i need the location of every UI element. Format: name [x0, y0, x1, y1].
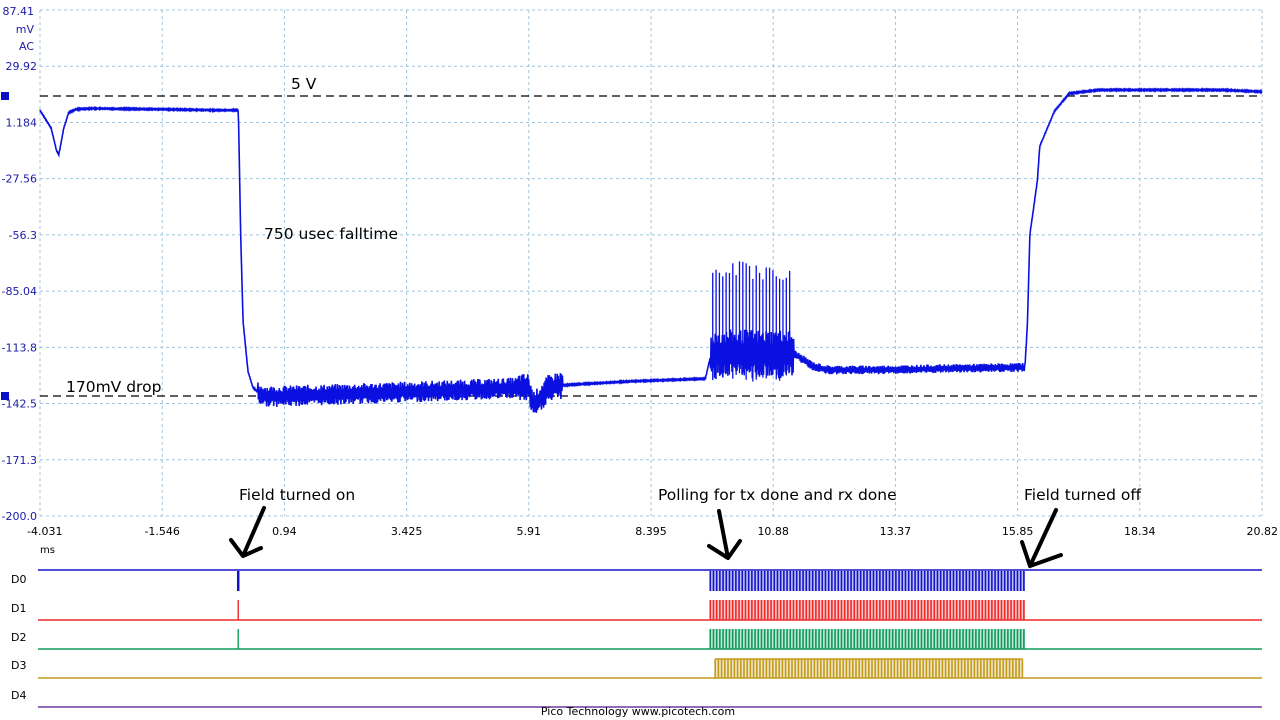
- y-tick-label: -171.3: [2, 454, 37, 467]
- digital-channels: D0 D1 D2 D3 D4: [11, 569, 1262, 708]
- annotation-field-on: Field turned on: [239, 486, 355, 504]
- annotation-polling: Polling for tx done and rx done: [658, 486, 897, 504]
- y-tick-label: 1.184: [6, 116, 38, 129]
- y-header-unit: mV: [16, 23, 35, 36]
- arrow-polling-icon: [707, 509, 742, 560]
- annotation-drop: 170mV drop: [66, 378, 161, 396]
- annotation-5v: 5 V: [291, 75, 317, 93]
- x-tick-label: 15.85: [1002, 525, 1034, 538]
- digital-channel-label: D3: [11, 659, 26, 672]
- arrow-field-on-icon: [229, 506, 266, 558]
- y-tick-label: 29.92: [6, 60, 38, 73]
- y-tick-label: -113.8: [2, 341, 37, 354]
- footer-credit: Pico Technology www.picotech.com: [541, 705, 735, 718]
- x-tick-label: 0.94: [272, 525, 297, 538]
- y-axis-ticks: 29.92 1.184 -27.56 -56.3 -85.04 -113.8 -142.5 -…: [2, 60, 37, 523]
- x-tick-label: 10.88: [757, 525, 789, 538]
- digital-channel-label: D0: [11, 573, 26, 586]
- x-tick-label: 18.34: [1124, 525, 1156, 538]
- channel-marker-trigger[interactable]: [1, 392, 9, 400]
- x-tick-label: -4.031: [27, 525, 62, 538]
- analog-grid: [39, 9, 1263, 517]
- y-tick-label: -142.5: [2, 398, 37, 411]
- y-header-max: 87.41: [3, 5, 35, 18]
- y-header-coupling: AC: [19, 40, 34, 53]
- x-axis-ticks: -4.031 -1.546 0.94 3.425 5.91 8.395 10.88 13.37…: [27, 525, 1278, 538]
- annotation-falltime: 750 usec falltime: [264, 225, 398, 243]
- arrow-field-off-icon: [1020, 508, 1063, 568]
- channel-marker-offset[interactable]: [1, 92, 9, 100]
- y-tick-label: -56.3: [9, 229, 37, 242]
- x-tick-label: 13.37: [880, 525, 912, 538]
- x-axis-unit: ms: [40, 545, 55, 556]
- y-tick-label: -200.0: [2, 510, 37, 523]
- analog-waveform: [39, 87, 1263, 413]
- annotation-field-off: Field turned off: [1024, 486, 1141, 504]
- y-tick-label: -85.04: [2, 285, 37, 298]
- digital-channel-label: D4: [11, 689, 26, 702]
- x-tick-label: -1.546: [144, 525, 179, 538]
- x-tick-label: 20.82: [1247, 525, 1279, 538]
- x-tick-label: 5.91: [517, 525, 542, 538]
- waveform-trace: [39, 87, 1263, 413]
- y-tick-label: -27.56: [2, 173, 37, 186]
- digital-channel-label: D1: [11, 602, 26, 615]
- x-tick-label: 8.395: [635, 525, 667, 538]
- digital-channel-label: D2: [11, 631, 26, 644]
- x-tick-label: 3.425: [391, 525, 423, 538]
